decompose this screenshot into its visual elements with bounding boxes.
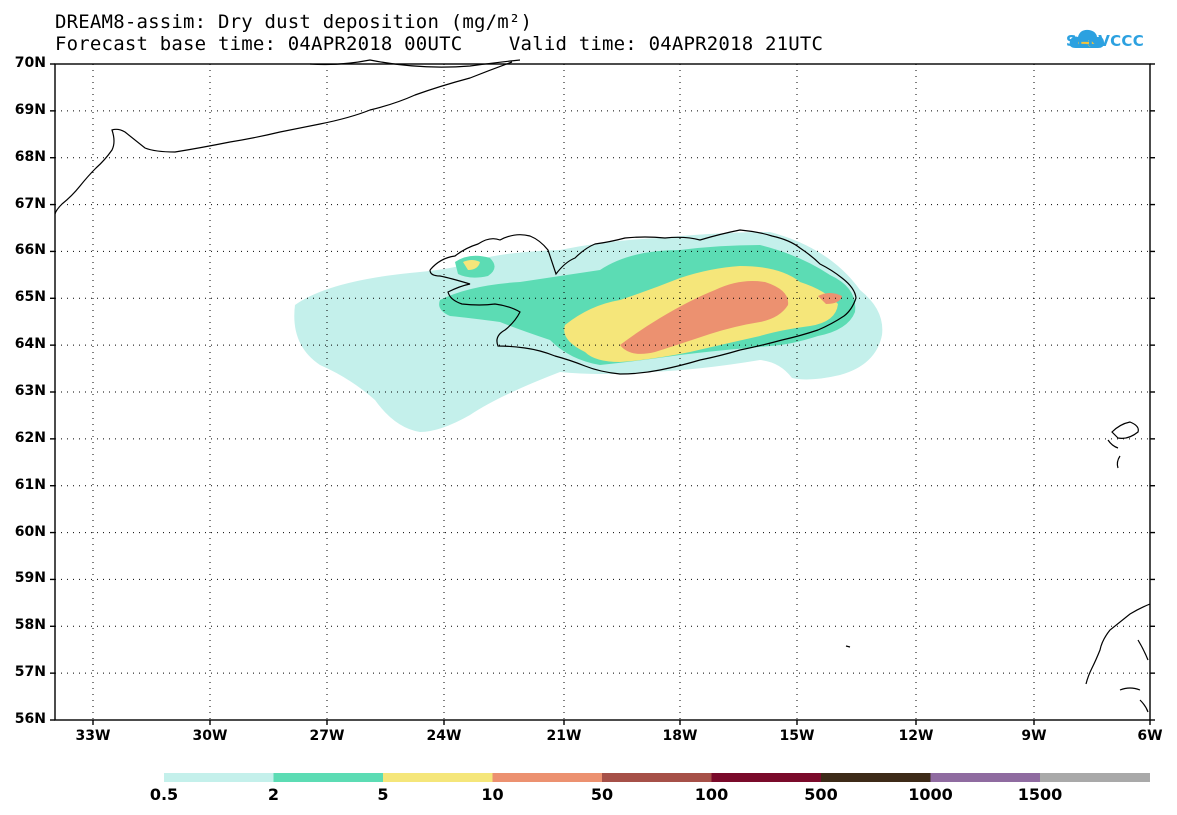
lon-label: 18W <box>662 728 698 744</box>
colorbar-label: 2 <box>267 785 280 804</box>
lat-label: 60N <box>14 523 46 540</box>
colorbar-swatch <box>164 773 274 782</box>
lon-label: 21W <box>546 728 582 744</box>
lon-label: 6W <box>1137 728 1163 744</box>
lon-label: 27W <box>309 728 345 744</box>
forecast-times: Forecast base time: 04APR2018 00UTC Vali… <box>55 33 824 55</box>
colorbar-label: 500 <box>804 785 838 804</box>
dust-field <box>294 232 883 432</box>
colorbar-label: 1000 <box>908 785 953 804</box>
lat-label: 69N <box>14 101 46 118</box>
colorbar-swatch <box>930 773 1041 782</box>
iceland-coast <box>429 229 857 375</box>
colorbar-swatch <box>602 773 712 782</box>
lat-label: 67N <box>14 195 46 212</box>
ticks <box>50 63 1155 725</box>
lat-label: 62N <box>14 429 46 446</box>
colorbar-label: 100 <box>694 785 729 804</box>
dust-5-west <box>463 260 480 270</box>
faroe-coast <box>1107 421 1139 469</box>
lat-label: 70N <box>14 55 46 71</box>
scotland-coast <box>1085 603 1151 713</box>
lon-label: 12W <box>898 728 934 744</box>
colorbar <box>164 773 1150 782</box>
grid <box>55 64 1150 720</box>
colorbar-swatch <box>711 773 822 782</box>
greenland-coast <box>54 59 521 215</box>
colorbar-label: 1500 <box>1017 785 1063 804</box>
colorbar-swatch <box>273 773 384 782</box>
colorbar-swatch <box>383 773 493 782</box>
colorbar-swatch <box>821 773 931 782</box>
colorbar-label: 0.5 <box>149 785 179 804</box>
lat-label: 63N <box>14 383 46 399</box>
colorbar-label: 5 <box>377 785 389 804</box>
cloud-icon <box>1069 29 1104 48</box>
colorbar-swatch <box>492 773 603 782</box>
lat-label: 56N <box>14 711 46 727</box>
lon-label: 9W <box>1021 728 1047 744</box>
lon-label: 30W <box>192 728 228 744</box>
lon-label: 24W <box>426 728 462 744</box>
lat-label: 57N <box>14 664 46 681</box>
map-title: DREAM8-assim: Dry dust deposition (mg/m²… <box>55 11 533 33</box>
lon-label: 33W <box>75 728 111 744</box>
lat-label: 68N <box>14 148 46 165</box>
rockall <box>845 645 851 648</box>
logo-text: SEEVCCC <box>1066 32 1145 50</box>
lat-label: 65N <box>14 289 46 306</box>
lat-label: 58N <box>14 617 46 634</box>
dust-10-contour <box>620 281 789 354</box>
lat-label: 61N <box>14 476 46 493</box>
lat-label: 59N <box>14 570 46 587</box>
colorbar-label: 10 <box>481 785 504 804</box>
lat-label: 64N <box>14 336 46 353</box>
colorbar-label: 50 <box>590 785 614 804</box>
lon-label: 15W <box>779 728 815 744</box>
colorbar-swatch <box>1040 773 1150 782</box>
lat-label: 66N <box>14 242 46 259</box>
